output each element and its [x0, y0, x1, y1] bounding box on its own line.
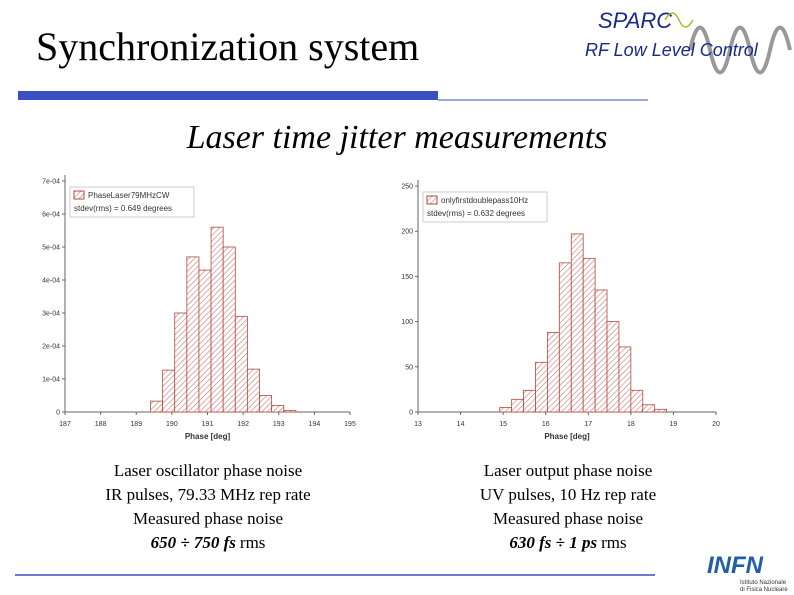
x-tick-label: 190: [166, 421, 178, 428]
x-tick-label: 20: [712, 421, 720, 428]
x-tick-label: 192: [237, 421, 249, 428]
legend-entry: stdev(rms) = 0.649 degrees: [74, 204, 172, 213]
bar: [594, 289, 608, 413]
legend-entry: stdev(rms) = 0.632 degrees: [427, 209, 525, 218]
logo-wave: [664, 12, 694, 28]
caption-line: Laser oscillator phase noise: [114, 461, 302, 480]
y-tick-label: 0: [409, 410, 413, 417]
x-tick-label: 195: [344, 421, 356, 428]
x-tick-label: 194: [309, 421, 321, 428]
logo-infn-sub: Istituto Nazionale: [740, 580, 787, 586]
x-tick-label: 13: [414, 421, 422, 428]
bar: [259, 395, 273, 413]
x-tick-label: 187: [59, 421, 71, 428]
bar: [511, 398, 524, 413]
logo-infn-sub: di Fisica Nucleare: [740, 587, 788, 593]
slide-subtitle: Laser time jitter measurements: [186, 119, 608, 156]
x-tick-label: 193: [273, 421, 285, 428]
x-tick-label: 16: [542, 421, 550, 428]
x-axis-label: Phase [deg]: [544, 432, 590, 441]
x-tick-label: 15: [499, 421, 507, 428]
y-tick-label: 2e-04: [42, 344, 60, 351]
bar: [246, 368, 260, 413]
bar: [630, 389, 644, 413]
x-tick-label: 18: [627, 421, 635, 428]
y-tick-label: 100: [401, 319, 413, 326]
logo-sparc: SPARC: [598, 8, 672, 33]
bar: [570, 233, 584, 413]
bar: [558, 262, 572, 413]
x-tick-label: 17: [584, 421, 592, 428]
x-tick-label: 189: [130, 421, 142, 428]
y-tick-label: 150: [401, 274, 413, 281]
legend-swatch: [426, 195, 438, 205]
y-tick-label: 4e-04: [42, 278, 60, 285]
bar: [654, 408, 668, 413]
bar: [210, 226, 224, 413]
y-tick-label: 250: [401, 184, 413, 191]
bar: [186, 256, 200, 413]
caption-value: 650 ÷ 750 fs: [151, 533, 237, 552]
caption-line: Laser output phase noise: [484, 461, 653, 480]
logo-subtitle: RF Low Level Control: [585, 40, 759, 60]
bar: [162, 369, 176, 413]
caption-line: UV pulses, 10 Hz rep rate: [480, 485, 656, 504]
x-tick-label: 14: [457, 421, 465, 428]
legend-box: [69, 186, 195, 218]
bar: [618, 346, 632, 413]
bar: [174, 312, 188, 413]
bar: [283, 409, 297, 413]
title-bar: [18, 91, 438, 100]
y-tick-label: 5e-04: [42, 245, 60, 252]
bar: [535, 361, 548, 413]
caption-unit: rms: [240, 533, 266, 552]
x-tick-label: 191: [202, 421, 214, 428]
caption-line: IR pulses, 79.33 MHz rep rate: [105, 485, 310, 504]
x-tick-label: 188: [95, 421, 107, 428]
bar: [271, 404, 285, 413]
bar: [523, 389, 536, 413]
bar: [547, 332, 560, 413]
x-tick-label: 19: [670, 421, 678, 428]
caption-value: 630 fs ÷ 1 ps: [509, 533, 597, 552]
y-tick-label: 3e-04: [42, 311, 60, 318]
bar: [642, 404, 656, 413]
bar: [222, 246, 236, 413]
bar: [234, 315, 248, 413]
slide-title: Synchronization system: [36, 24, 419, 69]
legend-swatch: [73, 190, 85, 200]
logo-sine: [688, 25, 792, 75]
bar: [150, 400, 164, 413]
y-tick-label: 1e-04: [42, 377, 60, 384]
y-tick-label: 0: [56, 410, 60, 417]
x-axis-label: Phase [deg]: [185, 432, 231, 441]
caption-result: 630 fs ÷ 1 ps rms: [509, 533, 626, 552]
y-tick-label: 7e-04: [42, 179, 60, 186]
caption-result: 650 ÷ 750 fs rms: [151, 533, 266, 552]
caption-line: Measured phase noise: [493, 509, 643, 528]
legend-entry: PhaseLaser79MHzCW: [88, 191, 170, 200]
legend-box: [422, 191, 548, 223]
bar: [606, 321, 620, 413]
caption-unit: rms: [601, 533, 627, 552]
y-tick-label: 50: [405, 364, 413, 371]
bar: [198, 269, 212, 413]
legend-entry: onlyfirstdoublepass10Hz: [441, 196, 528, 205]
bar: [499, 407, 513, 413]
logo-infn: INFN: [707, 552, 764, 579]
bar: [582, 257, 596, 413]
caption-line: Measured phase noise: [133, 509, 283, 528]
y-tick-label: 6e-04: [42, 212, 60, 219]
y-tick-label: 200: [401, 229, 413, 236]
